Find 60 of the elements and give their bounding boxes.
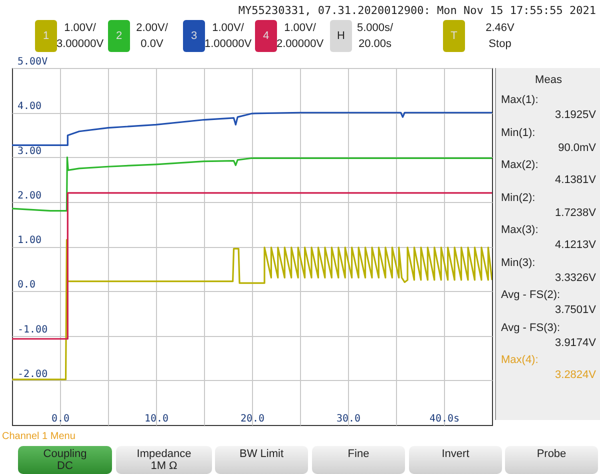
text: Min(1): [501,126,536,138]
y-tick-label: 5.00V [18,56,48,68]
text: 3.3326V [555,272,596,284]
y-tick-label: 4.00 [18,101,42,112]
text: DC [56,460,74,472]
text: Impedance [136,448,192,460]
text: 2.00000V [276,38,324,50]
text: 4.1213V [555,239,596,251]
x-tick-label: 0.0 [51,414,70,424]
text: Min(3): [501,256,536,268]
y-tick-label: -1.00 [18,324,48,336]
text: 1.00V/ [284,22,316,34]
text: 1.00V/ [212,22,244,34]
text: 2.46V [486,22,514,34]
text: Avg - FS(2): [501,289,560,301]
text: 1.00V/ [64,22,96,34]
text: 20.00s [358,38,392,50]
text: BW Limit [238,448,284,460]
text: H [330,20,352,52]
text: 4 [255,20,277,52]
text: 1.00000V [204,38,252,50]
y-tick-label: 0.0 [18,280,36,291]
text: 5.000s/ [356,22,394,34]
y-tick-label: 1.00 [18,235,42,246]
text: Max(1): [501,94,538,106]
y-tick-label: -2.00 [18,368,48,380]
y-tick-label: 3.00 [18,146,42,157]
y-tick-label: 2.00 [18,190,42,202]
text: Probe [536,448,568,460]
text: Max(2): [501,159,538,171]
text: Fine [346,448,370,460]
text: 3.9174V [555,336,596,348]
x-tick-label: 20.0 [240,414,265,424]
text: Coupling [42,448,88,460]
text: MY55230331, 07.31.2020012900: Mon Nov 15 17:55:55 2021 [238,4,596,17]
text: Max(4): [501,354,538,366]
text: 1M Ω [150,460,178,472]
x-tick-label: 40.0s [429,414,460,424]
text: Channel 1 Menu [2,431,76,442]
text: 2 [108,20,130,52]
text: 1.7238V [555,206,596,218]
text: 2.00V/ [136,22,168,34]
text: Min(2): [501,192,536,204]
text: 3.7501V [555,304,596,316]
text: Max(3): [501,224,538,236]
text: Meas [534,74,563,86]
x-tick-label: 30.0 [336,414,361,424]
text: 1 [35,20,57,52]
text: 90.0mV [558,142,596,154]
text: 3.00000V [56,38,104,50]
x-tick-label: 10.0 [144,414,169,424]
text: T [443,20,465,52]
text: Stop [488,38,512,50]
text: 3 [183,20,205,52]
text: 0.0V [140,38,164,50]
text: 3.1925V [555,109,596,121]
text: Avg - FS(3): [501,322,560,334]
text: Invert [440,448,470,460]
text: 3.2824V [555,369,596,381]
text: 4.1381V [555,174,596,186]
